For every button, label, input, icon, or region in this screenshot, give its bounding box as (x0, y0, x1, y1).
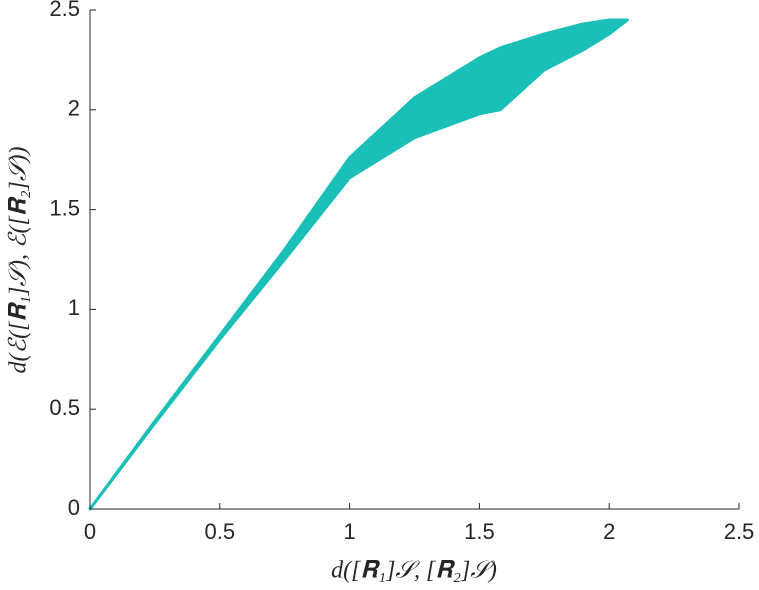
y-axis-title: d(ℰ([𝐑₁]𝒮), ℰ([𝐑₂]𝒮)) (6, 147, 32, 374)
x-tick-label: 1 (343, 519, 355, 544)
y-tick-label: 1.5 (49, 195, 80, 220)
x-tick-label: 2 (603, 519, 615, 544)
x-tick-label: 1.5 (464, 519, 495, 544)
y-tick-label: 1 (68, 295, 80, 320)
x-tick-label: 0.5 (205, 519, 236, 544)
y-tick-label: 2 (68, 96, 80, 121)
y-tick-label: 0.5 (49, 395, 80, 420)
x-axis-title: d([𝐑₁]𝒮, [𝐑₂]𝒮) (331, 558, 497, 584)
data-band (88, 18, 629, 511)
x-tick-label: 2.5 (724, 519, 755, 544)
y-tick-label: 0 (68, 495, 80, 520)
y-tick-label: 2.5 (49, 0, 80, 21)
x-tick-label: 0 (84, 519, 96, 544)
